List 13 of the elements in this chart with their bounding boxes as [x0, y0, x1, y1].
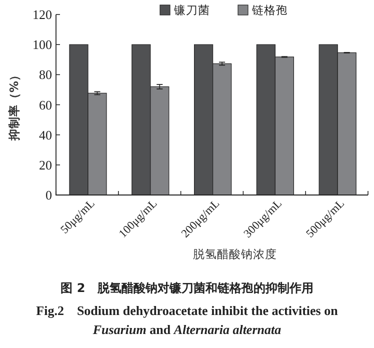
- y-axis-title: 抑制率（%）: [7, 68, 21, 142]
- y-tick-label: 100: [32, 37, 52, 52]
- y-tick-label: 40: [39, 127, 52, 142]
- y-tick-label: 80: [39, 67, 52, 82]
- legend-label: 链格孢: [251, 3, 288, 17]
- legend-label: 镰刀菌: [173, 3, 210, 17]
- y-tick-label: 20: [39, 157, 52, 172]
- y-tick-label: 0: [46, 188, 52, 202]
- x-axis-title: 脱氢醋酸钠浓度: [193, 247, 277, 261]
- text: 图 2 脱氢醋酸钠对镰刀菌和链格孢的抑制作用: [60, 281, 314, 295]
- y-tick-label: 120: [32, 7, 52, 22]
- text: Fig.2 Sodium dehydroacetate inhibit the activities on Fusarium and Alternaria alternata: [36, 303, 338, 337]
- y-tick-label: 60: [39, 97, 52, 112]
